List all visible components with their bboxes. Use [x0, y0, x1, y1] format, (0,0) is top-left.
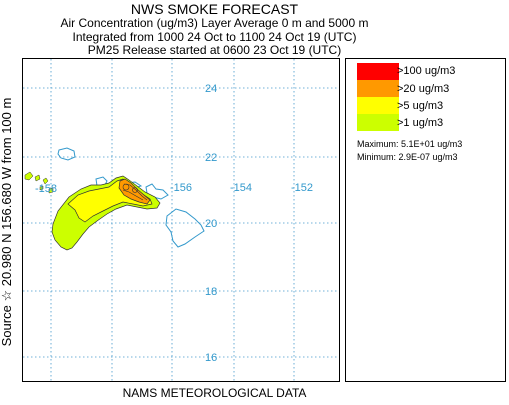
plume-fragments	[24, 171, 54, 194]
lat-label-16: 16	[205, 352, 217, 364]
coastline-kauai	[57, 147, 76, 161]
legend-panel: >100 ug/m3 >20 ug/m3 >5 ug/m3 >1 ug/m3 M…	[345, 58, 506, 382]
minimum-value: Minimum: 2.9E-07 ug/m3	[357, 152, 458, 162]
plume-gt20	[118, 178, 151, 205]
legend-swatch-gt100	[357, 63, 399, 80]
lat-label-18: 18	[205, 286, 217, 298]
legend-label-gt100: >100 ug/m3	[397, 65, 456, 77]
integration-period: Integrated from 1000 24 Oct to 1100 24 O…	[72, 29, 357, 44]
lat-label-22: 22	[205, 152, 217, 164]
legend-label-gt5: >5 ug/m3	[397, 100, 444, 112]
header: NWS SMOKE FORECAST Air Concentration (ug…	[22, 0, 407, 58]
source-marker	[122, 183, 138, 193]
forecast-title: NWS SMOKE FORECAST	[130, 1, 299, 17]
lon-label-154: -154	[230, 182, 252, 194]
latitude-labels: 24 22 20 18 16	[205, 83, 217, 364]
longitude-labels: -158 -156 -154 -152	[35, 182, 313, 195]
legend-label-gt1: >1 ug/m3	[397, 117, 444, 129]
coastline-hawaii	[165, 208, 205, 248]
smoke-map: 24 22 20 18 16 -158 -156 -154 -152	[23, 59, 339, 381]
longitude-grid	[50, 59, 295, 381]
lon-label-158: -158	[35, 183, 57, 195]
maximum-value: Maximum: 5.1E+01 ug/m3	[357, 139, 463, 149]
lat-label-20: 20	[205, 218, 217, 230]
legend-label-gt20: >20 ug/m3	[397, 83, 450, 95]
plume-gt1	[51, 175, 161, 251]
concentration-description: Air Concentration (ug/m3) Layer Average …	[60, 16, 369, 30]
lon-label-156: -156	[170, 182, 192, 194]
lat-label-24: 24	[205, 83, 217, 95]
lon-label-152: -152	[291, 182, 313, 194]
source-location-label: Source ☆ 20.980 N 156.680 W from 100 m	[0, 97, 14, 347]
map-panel: 24 22 20 18 16 -158 -156 -154 -152	[22, 58, 340, 382]
legend-swatch-gt1	[357, 114, 399, 131]
meteorological-data-credit: NAMS METEOROLOGICAL DATA	[122, 386, 307, 400]
legend-swatch-gt20	[357, 80, 399, 97]
legend-swatch-gt5	[357, 97, 399, 114]
release-start: PM25 Release started at 0600 23 Oct 19 (…	[87, 43, 342, 57]
